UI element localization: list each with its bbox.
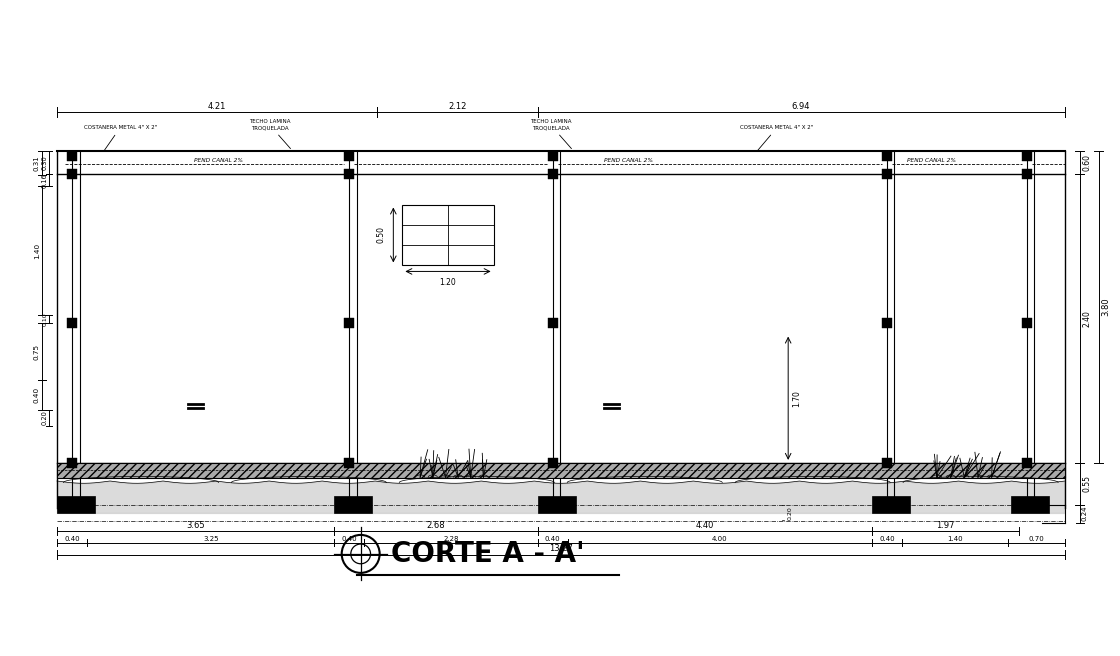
Text: PEND CANAL 2%: PEND CANAL 2% — [907, 158, 956, 163]
Bar — [67, 169, 77, 179]
Text: 0.24: 0.24 — [1082, 506, 1088, 522]
Bar — [548, 169, 558, 179]
Text: 0.55: 0.55 — [1082, 475, 1091, 492]
Text: 0.40: 0.40 — [342, 535, 357, 542]
Bar — [538, 496, 576, 513]
Bar — [67, 458, 77, 468]
Bar — [548, 458, 558, 468]
Bar — [881, 318, 892, 328]
Text: 0.50: 0.50 — [376, 226, 385, 243]
Text: 0.40: 0.40 — [879, 535, 895, 542]
Bar — [57, 462, 1065, 478]
Text: 2.40: 2.40 — [1082, 310, 1091, 327]
Bar — [1021, 152, 1032, 161]
Text: 4.00: 4.00 — [712, 535, 728, 542]
Text: COSTANERA METAL 4" X 2": COSTANERA METAL 4" X 2" — [84, 125, 157, 151]
Bar — [67, 318, 77, 328]
Text: 1.97: 1.97 — [936, 521, 954, 530]
Text: 2.12: 2.12 — [448, 102, 466, 111]
Text: 0.40: 0.40 — [545, 535, 561, 542]
Text: 0.70: 0.70 — [1028, 535, 1044, 542]
Bar — [57, 496, 95, 513]
Text: TECHO LAMINA
TROQUELADA: TECHO LAMINA TROQUELADA — [249, 119, 290, 149]
Bar — [881, 169, 892, 179]
Bar — [1021, 169, 1032, 179]
Bar — [402, 205, 494, 266]
Bar — [344, 318, 354, 328]
Bar — [344, 152, 354, 161]
Text: 0.40: 0.40 — [64, 535, 80, 542]
Bar — [1021, 458, 1032, 468]
Bar — [344, 458, 354, 468]
Bar — [344, 169, 354, 179]
Text: 13.27: 13.27 — [549, 544, 572, 553]
Bar — [67, 500, 82, 510]
Bar — [334, 496, 372, 513]
Text: 3.80: 3.80 — [1101, 298, 1110, 316]
Text: 0.60: 0.60 — [1082, 154, 1091, 171]
Text: TECHO LAMINA
TROQUELADA: TECHO LAMINA TROQUELADA — [530, 119, 571, 149]
Bar — [871, 496, 909, 513]
Text: 0.20: 0.20 — [787, 506, 792, 520]
Text: COSTANERA METAL 4" X 2": COSTANERA METAL 4" X 2" — [740, 125, 813, 151]
Text: PEND CANAL 2%: PEND CANAL 2% — [194, 158, 243, 163]
Bar — [548, 500, 562, 510]
Bar — [1021, 500, 1036, 510]
Bar — [881, 458, 892, 468]
Text: 0.16: 0.16 — [41, 173, 48, 188]
Text: 0.10: 0.10 — [43, 312, 48, 326]
Text: 1.40: 1.40 — [948, 535, 963, 542]
Text: 2.68: 2.68 — [427, 521, 445, 530]
Bar — [1021, 318, 1032, 328]
Bar — [344, 500, 360, 510]
Text: 3.65: 3.65 — [186, 521, 205, 530]
Text: 2.28: 2.28 — [444, 535, 459, 542]
Bar — [548, 318, 558, 328]
Bar — [67, 152, 77, 161]
Text: 0.30: 0.30 — [41, 155, 48, 170]
Bar — [881, 152, 892, 161]
Text: 3.25: 3.25 — [203, 535, 218, 542]
Text: 1.40: 1.40 — [34, 243, 40, 259]
Text: CORTE A - A': CORTE A - A' — [391, 540, 585, 568]
Text: 1.70: 1.70 — [792, 390, 801, 407]
Bar — [1011, 496, 1049, 513]
Text: 0.31: 0.31 — [34, 155, 40, 171]
Text: 0.40: 0.40 — [34, 387, 40, 403]
Text: 0.20: 0.20 — [41, 411, 48, 426]
Text: 4.21: 4.21 — [207, 102, 226, 111]
Text: 4.40: 4.40 — [696, 521, 713, 530]
Bar — [881, 500, 897, 510]
Text: 1.20: 1.20 — [440, 277, 456, 287]
Text: PEND CANAL 2%: PEND CANAL 2% — [604, 158, 653, 163]
Bar — [548, 152, 558, 161]
Text: 6.94: 6.94 — [792, 102, 811, 111]
Text: 0.75: 0.75 — [34, 344, 40, 359]
